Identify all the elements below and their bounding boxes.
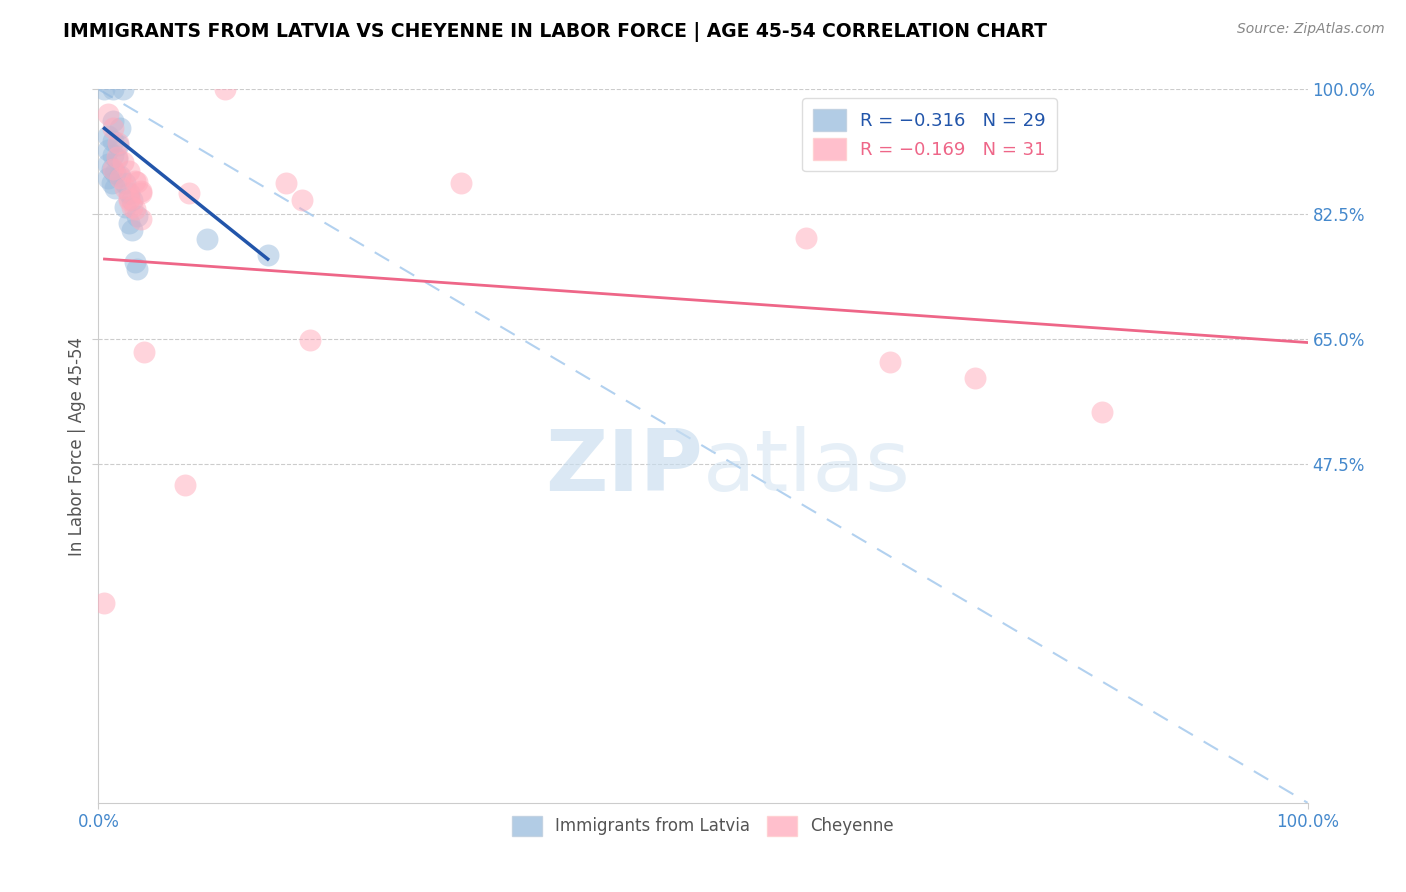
Point [114, 200, 136, 214]
Point [118, 216, 141, 230]
Point [299, 334, 322, 348]
Point [101, 148, 124, 162]
Point [450, 177, 472, 191]
Point [274, 177, 297, 191]
Point [290, 193, 312, 207]
Point [101, 134, 124, 148]
Point [107, 137, 129, 152]
Point [124, 173, 146, 187]
Point [108, 171, 131, 186]
Point [174, 478, 197, 492]
Text: IMMIGRANTS FROM LATVIA VS CHEYENNE IN LABOR FORCE | AGE 45-54 CORRELATION CHART: IMMIGRANTS FROM LATVIA VS CHEYENNE IN LA… [63, 22, 1047, 42]
Point [879, 355, 901, 369]
Point [108, 121, 131, 136]
Point [100, 162, 122, 177]
Point [93, 596, 115, 610]
Point [97, 157, 120, 171]
Point [97, 143, 120, 157]
Point [104, 180, 127, 194]
Point [129, 184, 152, 198]
Point [118, 191, 141, 205]
Point [129, 212, 152, 227]
Point [965, 371, 987, 385]
Point [256, 248, 278, 262]
Point [121, 193, 143, 207]
Point [111, 82, 134, 96]
Point [93, 82, 115, 96]
Point [1091, 405, 1114, 419]
Point [107, 136, 129, 150]
Point [121, 200, 143, 214]
Point [101, 82, 124, 96]
Point [124, 202, 146, 216]
Point [118, 193, 141, 207]
Point [121, 223, 143, 237]
Point [97, 171, 120, 186]
Point [118, 164, 141, 178]
Point [114, 180, 136, 194]
Point [118, 186, 141, 200]
Point [108, 169, 131, 184]
Point [134, 344, 156, 359]
Point [97, 107, 120, 121]
Point [100, 177, 122, 191]
Point [127, 175, 149, 189]
Point [111, 155, 134, 169]
Legend: Immigrants from Latvia, Cheyenne: Immigrants from Latvia, Cheyenne [503, 807, 903, 845]
Point [104, 166, 127, 180]
Point [101, 114, 124, 128]
Point [105, 150, 128, 164]
Point [124, 255, 146, 269]
Point [127, 262, 149, 277]
Y-axis label: In Labor Force | Age 45-54: In Labor Force | Age 45-54 [67, 336, 86, 556]
Point [114, 177, 136, 191]
Point [101, 121, 124, 136]
Point [195, 232, 218, 246]
Text: ZIP: ZIP [546, 425, 703, 509]
Point [97, 128, 120, 143]
Point [101, 162, 124, 177]
Text: atlas: atlas [703, 425, 911, 509]
Point [794, 230, 817, 244]
Point [105, 152, 128, 166]
Point [179, 186, 201, 200]
Point [214, 82, 236, 96]
Text: Source: ZipAtlas.com: Source: ZipAtlas.com [1237, 22, 1385, 37]
Point [129, 186, 152, 200]
Point [127, 209, 149, 223]
